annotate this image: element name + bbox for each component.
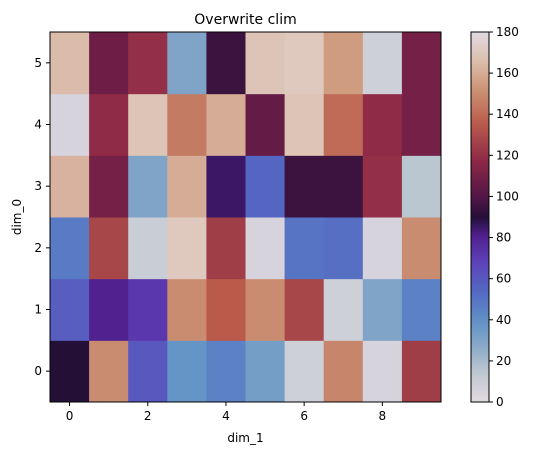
heatmap-cell (128, 155, 168, 218)
heatmap-cell (245, 217, 286, 280)
heatmap-cell (167, 278, 207, 341)
y-tick-label: 4 (34, 118, 42, 132)
heatmap-cell (323, 340, 364, 403)
colorbar-tick-label: 160 (496, 66, 519, 80)
x-tick-label: 8 (379, 409, 387, 423)
colorbar-tick-label: 120 (496, 148, 519, 162)
heatmap-cell (245, 155, 286, 218)
heatmap-cell (167, 217, 207, 280)
heatmap-cell (323, 155, 364, 218)
heatmap-cell (245, 93, 286, 156)
heatmap-cell (167, 93, 207, 156)
heatmap-cell (206, 340, 246, 403)
x-tick-label: 4 (222, 409, 230, 423)
heatmap-cell (362, 155, 403, 218)
heatmap-cell (89, 32, 129, 95)
heatmap-cell (284, 155, 325, 218)
heatmap-cell (89, 340, 129, 403)
heatmap-cell (206, 32, 246, 95)
heatmap-cell (89, 278, 129, 341)
heatmap-cell (362, 93, 403, 156)
colorbar-tick-label: 80 (496, 231, 511, 245)
colorbar-ticks: 0 20 40 60 80 100 120 140 160 180 (489, 25, 519, 409)
heatmap-cell (323, 217, 364, 280)
heatmap-cell (206, 155, 246, 218)
colorbar-tick-label: 40 (496, 313, 511, 327)
heatmap-cell (401, 155, 442, 218)
x-tick-label: 0 (66, 409, 74, 423)
y-tick-label: 5 (34, 56, 42, 70)
x-axis-label: dim_1 (227, 431, 263, 445)
heatmap-cell (167, 32, 207, 95)
heatmap-cell (401, 278, 442, 341)
y-axis-ticks: 0 1 2 3 4 5 (34, 56, 50, 378)
y-tick-label: 3 (34, 179, 42, 193)
heatmap-cell (284, 340, 325, 403)
heatmap-cell (167, 155, 207, 218)
heatmap-cell (284, 217, 325, 280)
heatmap-cell (128, 32, 168, 95)
heatmap-cell (362, 278, 403, 341)
heatmap-cell (206, 278, 246, 341)
x-tick-label: 6 (300, 409, 308, 423)
colorbar-tick-label: 60 (496, 272, 511, 286)
heatmap-cell (323, 93, 364, 156)
heatmap-cell (245, 340, 286, 403)
heatmap-cell (50, 93, 90, 156)
heatmap-cell (362, 217, 403, 280)
heatmap-cell (362, 32, 403, 95)
heatmap-cell (50, 155, 90, 218)
heatmap-cell (284, 32, 325, 95)
y-tick-label: 0 (34, 364, 42, 378)
heatmap-cell (89, 155, 129, 218)
y-tick-label: 1 (34, 303, 42, 317)
colorbar (470, 31, 490, 403)
heatmap-cell (50, 340, 90, 403)
heatmap-cell (362, 340, 403, 403)
heatmap-cell (206, 217, 246, 280)
heatmap-cell (245, 32, 286, 95)
y-tick-label: 2 (34, 241, 42, 255)
heatmap-cell (401, 340, 442, 403)
heatmap-cell (206, 93, 246, 156)
heatmap-cell (89, 93, 129, 156)
heatmap-cell (128, 217, 168, 280)
heatmap-cell (167, 340, 207, 403)
colorbar-tick-label: 100 (496, 189, 519, 203)
heatmap-cell (323, 278, 364, 341)
colorbar-tick-label: 20 (496, 354, 511, 368)
colorbar-tick-label: 140 (496, 107, 519, 121)
colorbar-tick-label: 0 (496, 395, 504, 409)
heatmap-cell (401, 217, 442, 280)
heatmap-cell (401, 93, 442, 156)
heatmap-cell (128, 340, 168, 403)
plot-frame (49, 31, 442, 403)
heatmap-cell (128, 278, 168, 341)
heatmap-cell (284, 93, 325, 156)
heatmap-cell (245, 278, 286, 341)
heatmap-cell (89, 217, 129, 280)
chart-title: Overwrite clim (194, 12, 296, 28)
heatmap-cells (50, 32, 442, 403)
heatmap-cell (401, 32, 442, 95)
heatmap-cell (323, 32, 364, 95)
heatmap-cell (284, 278, 325, 341)
y-axis-label: dim_0 (10, 199, 24, 235)
heatmap-cell (50, 32, 90, 95)
heatmap-cell (128, 93, 168, 156)
x-tick-label: 2 (144, 409, 152, 423)
heatmap-cell (50, 278, 90, 341)
colorbar-tick-label: 180 (496, 25, 519, 39)
heatmap-cell (50, 217, 90, 280)
x-axis-ticks: 0 2 4 6 8 (66, 402, 386, 423)
